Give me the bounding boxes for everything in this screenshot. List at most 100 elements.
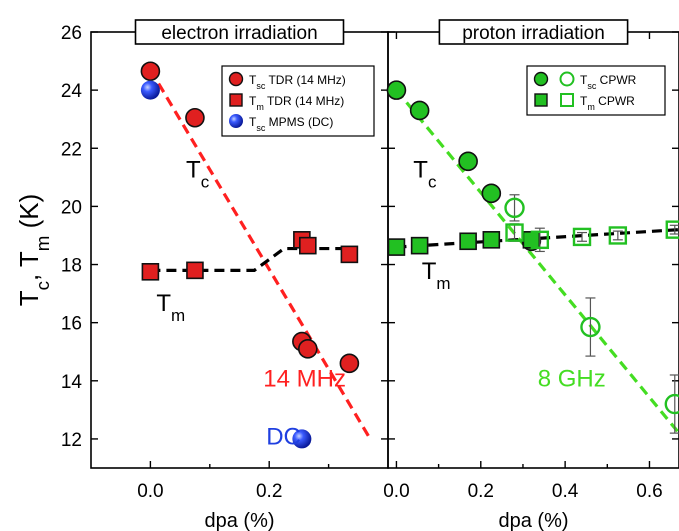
annotation-part: T [186, 156, 201, 183]
legend-label-part: MPMS (DC) [265, 115, 333, 129]
annotation-part: T [156, 290, 171, 317]
legend-label-part: sc [587, 81, 597, 91]
annotation: 8 GHz [538, 366, 606, 393]
data-point [340, 245, 359, 264]
panel-title: proton irradiation [462, 23, 605, 44]
annotation-part: c [201, 172, 210, 191]
y-axis-title-part: , T [14, 251, 44, 281]
legend-label-part: T [249, 115, 257, 129]
data-point [580, 316, 601, 338]
x-axis-title: dpa (%) [498, 510, 568, 531]
legend-marker [560, 93, 574, 107]
annotation: Tm [156, 290, 185, 325]
legend-label-part: m [587, 102, 595, 112]
annotation-part: 8 GHz [538, 366, 606, 393]
annotation-part: c [428, 172, 437, 191]
y-tick-label: 24 [61, 81, 83, 102]
annotation: 14 MHz [263, 366, 346, 393]
y-tick-label: 18 [61, 256, 82, 277]
data-point [140, 80, 160, 100]
x-tick-label: 0.2 [256, 481, 282, 502]
data-point [459, 232, 477, 251]
data-point [664, 393, 679, 415]
x-axis-title: dpa (%) [204, 510, 274, 531]
annotation-part: T [422, 258, 437, 285]
data-point [481, 183, 502, 204]
data-point [409, 100, 430, 121]
legend-marker [228, 71, 244, 87]
panel-title: electron irradiation [161, 23, 317, 44]
x-tick-label: 0.4 [552, 481, 579, 502]
data-point [572, 227, 592, 247]
x-tick-label: 0.2 [468, 481, 494, 502]
y-tick-label: 22 [61, 139, 82, 160]
legend-marker [559, 71, 575, 87]
annotation: Tm [422, 258, 451, 293]
legend-label-part: T [580, 94, 588, 108]
annotation-part: m [436, 274, 450, 293]
legend-label-part: T [249, 73, 257, 87]
annotation-part: m [171, 306, 185, 325]
fit-line [150, 246, 353, 272]
y-axis-title-part: (K) [14, 194, 44, 236]
legend-label-part: CPWR [596, 73, 636, 87]
y-axis-title-part: T [14, 290, 44, 306]
legend-label-part: TDR (14 MHz) [264, 94, 344, 108]
y-tick-label: 14 [61, 372, 83, 393]
data-point [292, 429, 312, 449]
data-point [410, 236, 429, 255]
legend-label-part: TDR (14 MHz) [265, 73, 345, 87]
annotation: Tc [413, 156, 437, 191]
legend-marker [229, 93, 243, 107]
legend-label: Tsc TDR (14 MHz) [249, 73, 346, 91]
data-point [608, 226, 628, 245]
legend-marker [533, 71, 549, 87]
x-tick-label: 0.0 [383, 481, 409, 502]
data-point [482, 231, 501, 249]
data-point [458, 151, 478, 172]
panel-electron: 12 14 16 18 20 22 24 26 0.0 0.2 dpa (%) electron ir… [61, 19, 389, 531]
fit-line [149, 68, 372, 440]
legend-label-part: sc [256, 123, 266, 133]
data-point [186, 261, 204, 280]
data-point [339, 353, 360, 374]
data-point [665, 220, 679, 239]
legend-label: Tsc MPMS (DC) [249, 115, 333, 133]
panel-title-box [438, 19, 629, 45]
fit-line [395, 89, 679, 435]
annotation-part: 14 MHz [263, 366, 346, 393]
legend-label-part: sc [256, 81, 266, 91]
legend-label-part: CPWR [595, 94, 635, 108]
data-point [505, 223, 524, 242]
y-axis-title-part: c [32, 281, 53, 290]
legend-box [221, 65, 375, 137]
legend-label-part: m [256, 102, 264, 112]
data-point [299, 236, 317, 255]
data-point [298, 339, 318, 359]
annotation: DC [266, 424, 301, 451]
annotation: Tc [186, 156, 210, 191]
data-point [530, 230, 550, 250]
legend-marker [534, 93, 548, 107]
legend-label: Tm TDR (14 MHz) [249, 94, 344, 112]
annotation-part: DC [266, 424, 301, 451]
legend-label: Tm CPWR [580, 94, 635, 112]
legend-label-part: T [249, 94, 257, 108]
legend-label: Tsc CPWR [580, 73, 637, 91]
data-point [386, 80, 407, 100]
panel-title-box [134, 19, 345, 45]
y-axis-title: Tc, Tm (K) [14, 194, 53, 307]
data-point [504, 197, 525, 219]
legend-marker [229, 114, 243, 128]
data-point [387, 238, 406, 256]
data-point [185, 107, 205, 128]
legend-box [526, 65, 666, 116]
y-tick-label: 26 [61, 23, 82, 44]
data-point [140, 61, 161, 82]
data-point [141, 262, 160, 281]
y-tick-label: 12 [61, 430, 82, 451]
y-tick-label: 16 [61, 314, 82, 335]
y-axis-title-part: m [32, 236, 53, 252]
